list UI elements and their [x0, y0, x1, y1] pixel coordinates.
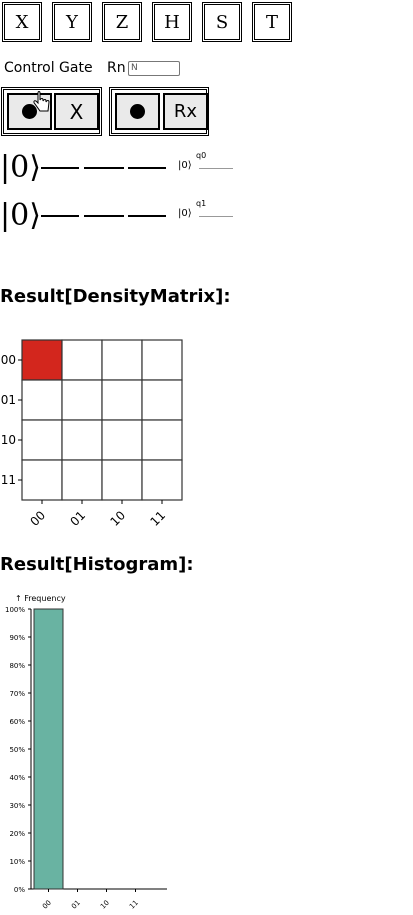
row-tick-label: 01: [1, 393, 16, 407]
histogram-chart: ↑ Frequency 0% 10% 20% 30% 40% 50% 60% 70% 80% 90%…: [5, 594, 167, 911]
controlled-x-gate[interactable]: X: [1, 87, 102, 136]
control-dot-icon: [130, 104, 145, 119]
control-dot-icon: [22, 104, 37, 119]
x-tick-label: 10: [99, 899, 111, 911]
y-tick-label: 40%: [9, 774, 25, 782]
y-tick-label: 20%: [9, 830, 25, 838]
wire-segment[interactable]: [84, 167, 124, 169]
density-cell: [101, 379, 143, 421]
target-x-button[interactable]: X: [54, 93, 99, 130]
gate-s-button[interactable]: S: [202, 2, 242, 42]
density-cell: [61, 419, 103, 461]
density-cell: [61, 459, 103, 501]
row-tick-label: 10: [1, 433, 16, 447]
wire-segment[interactable]: [41, 167, 79, 169]
density-matrix-title: Result[DensityMatrix]:: [0, 286, 231, 307]
wire-segment[interactable]: [128, 215, 166, 217]
gate-y-button[interactable]: Y: [52, 2, 92, 42]
density-cell: [141, 459, 183, 501]
row-tick-label: 11: [1, 473, 16, 487]
density-cell: [101, 339, 143, 381]
density-matrix-heatmap: 00 00 01 01 10 10 11 11: [1, 339, 183, 529]
qubit-1-initial-state: |0⟩: [0, 198, 41, 233]
qubit-0-output-state: |0⟩: [178, 160, 192, 171]
y-tick-label: 90%: [9, 634, 25, 642]
col-tick-label: 10: [107, 508, 128, 529]
col-tick-label: 01: [67, 508, 88, 529]
density-cell: [21, 339, 63, 381]
qubit-0-initial-state: |0⟩: [0, 150, 41, 185]
wire-segment[interactable]: [128, 167, 166, 169]
rn-label: Rn: [107, 60, 126, 76]
x-tick-label: 00: [41, 899, 53, 911]
y-tick-label: 80%: [9, 662, 25, 670]
gate-h-button[interactable]: H: [152, 2, 192, 42]
y-tick-label: 10%: [9, 858, 25, 866]
controlled-rx-gate[interactable]: Rx: [109, 87, 209, 136]
wire-segment[interactable]: [84, 215, 124, 217]
gate-z-button[interactable]: Z: [102, 2, 142, 42]
histogram-title: Result[Histogram]:: [0, 554, 194, 575]
y-tick-label: 0%: [14, 886, 25, 894]
gate-t-button[interactable]: T: [252, 2, 292, 42]
x-tick-label: 01: [70, 899, 82, 911]
density-cell: [141, 339, 183, 381]
y-tick-label: 70%: [9, 690, 25, 698]
density-cell: [61, 339, 103, 381]
x-tick-label: 11: [128, 899, 140, 911]
y-tick-label: 30%: [9, 802, 25, 810]
col-tick-label: 00: [27, 508, 48, 529]
density-cell: [21, 459, 63, 501]
density-cell: [101, 459, 143, 501]
target-rx-button[interactable]: Rx: [163, 93, 208, 130]
density-cell: [141, 419, 183, 461]
qubit-1-label: q1: [196, 199, 207, 208]
density-cell: [21, 379, 63, 421]
qubit-1-output-state: |0⟩: [178, 208, 192, 219]
qubit-0-label: q0: [196, 151, 207, 160]
y-axis-label: ↑ Frequency: [15, 594, 66, 603]
col-tick-label: 11: [147, 508, 168, 529]
gate-x-button[interactable]: X: [2, 2, 42, 42]
density-cell: [101, 419, 143, 461]
output-wire: [199, 168, 233, 169]
density-cell: [61, 379, 103, 421]
row-tick-label: 00: [1, 353, 16, 367]
y-tick-label: 100%: [5, 606, 25, 614]
output-wire: [199, 216, 233, 217]
rn-input[interactable]: N: [128, 61, 180, 76]
wire-segment[interactable]: [41, 215, 79, 217]
density-cell: [21, 419, 63, 461]
control-dot-button[interactable]: [115, 93, 160, 130]
y-tick-label: 60%: [9, 718, 25, 726]
control-gate-label: Control Gate: [4, 60, 93, 76]
hand-cursor-icon: [33, 91, 50, 112]
density-cell: [141, 379, 183, 421]
y-tick-label: 50%: [9, 746, 25, 754]
histogram-bar: [33, 608, 64, 890]
